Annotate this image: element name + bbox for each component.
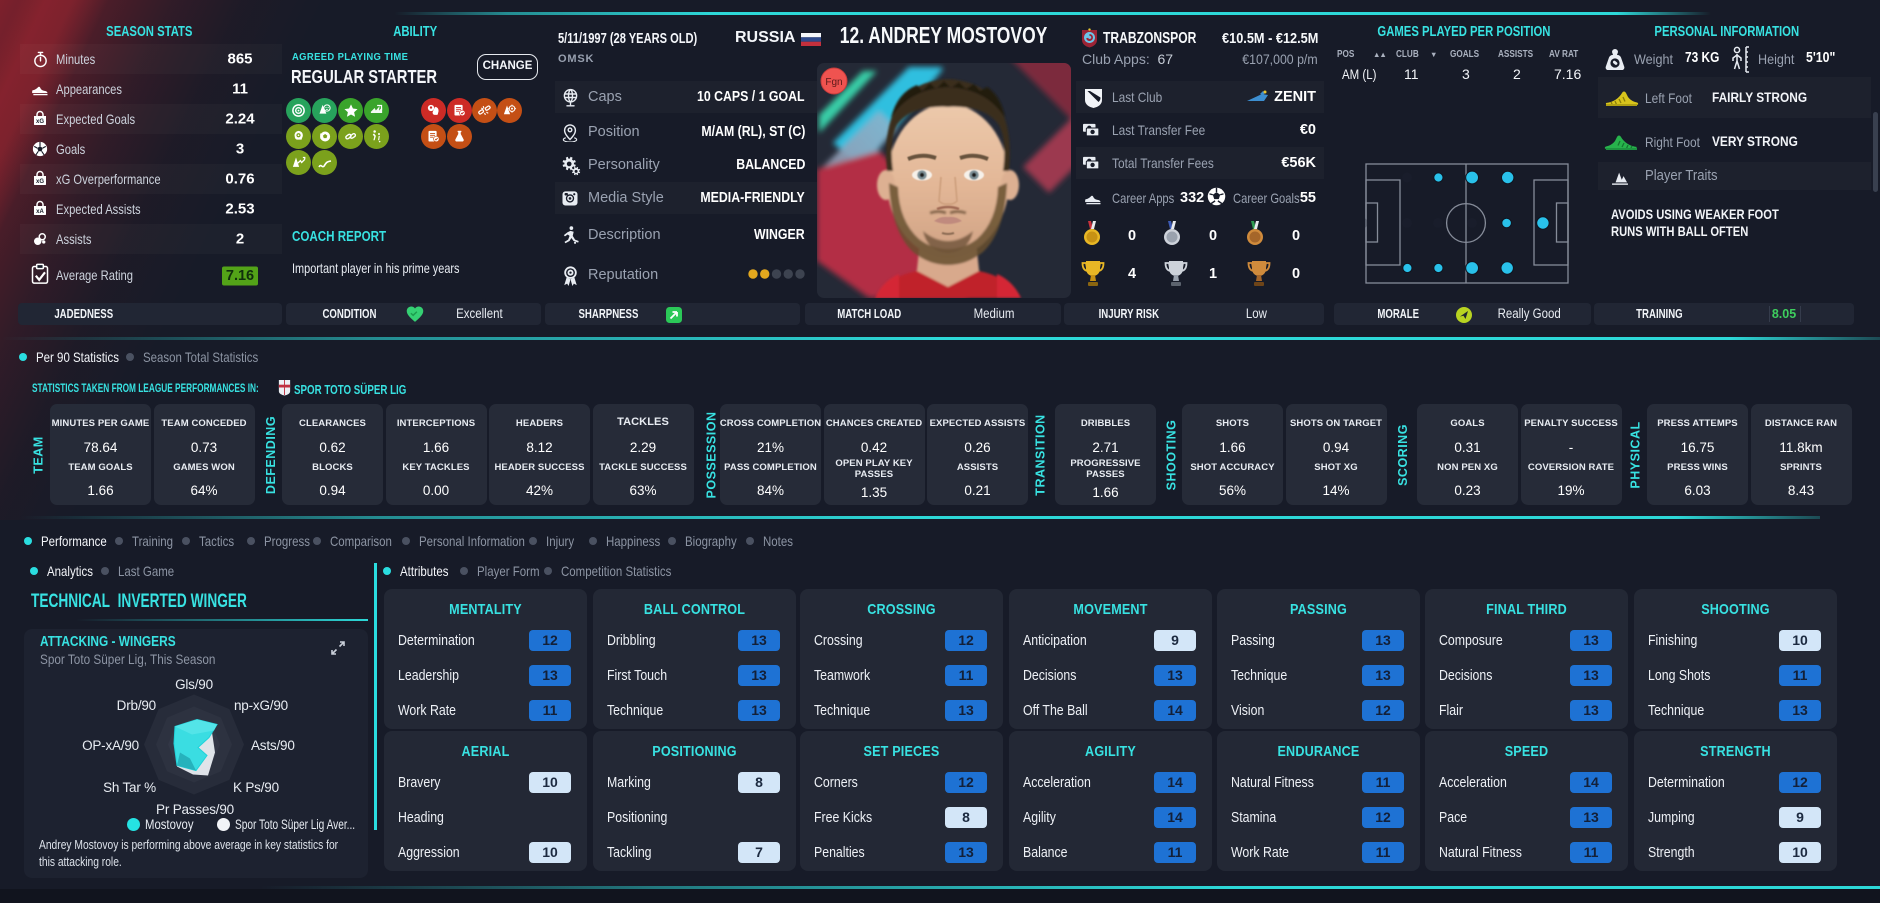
svg-text:xA: xA [36,209,44,215]
svg-text:xG: xG [36,119,44,125]
svg-text:Fgn: Fgn [825,77,842,88]
svg-text:xG: xG [36,179,44,185]
svg-text:!: ! [320,131,323,140]
